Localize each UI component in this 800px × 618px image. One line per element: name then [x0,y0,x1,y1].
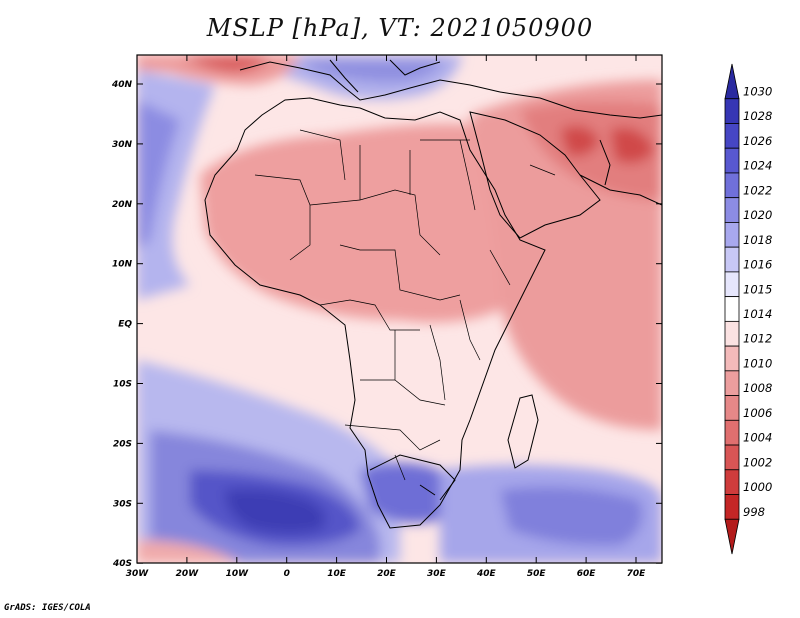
colorbar-label: 1020 [743,208,772,222]
colorbar-swatch [724,197,740,223]
lat-tick-label: 40S [112,559,132,569]
colorbar-swatch [724,444,740,471]
colorbar-swatch [724,320,740,347]
lon-tick-label: 70E [627,569,647,579]
coastlines [204,59,662,529]
colorbar-label: 1022 [743,183,772,197]
longitude-axis: 30W 20W 10W 0 10E 20E 30E 40E 50E 60E 70E [126,55,646,579]
lon-tick-label: 30W [126,569,150,579]
pressure-field [137,55,662,563]
colorbar-label: 1002 [743,455,772,469]
lat-tick-label: 30N [112,140,133,150]
lon-tick-label: 20E [377,569,397,579]
colorbar-swatch [724,345,740,372]
colorbar-label: 1018 [743,233,772,247]
colorbar-swatch [724,370,740,396]
colorbar-swatch [724,123,740,149]
footer-credit: GrADS: IGES/COLA [4,603,91,613]
colorbar-label: 1006 [743,406,772,420]
colorbar-swatch [724,246,740,273]
map-title: MSLP [hPa], VT: 2021050900 [206,14,594,42]
colorbar-label: 1004 [743,431,772,445]
colorbar-label: 998 [743,505,765,519]
colorbar-swatch [724,494,740,520]
lat-tick-label: 40N [111,80,133,90]
colorbar-label: 1014 [743,307,772,321]
colorbar-swatch [724,395,740,421]
colorbar-arrow-top [724,63,740,100]
colorbar-arrow-bottom [724,518,740,555]
country-borders [254,129,556,481]
lon-tick-label: 10W [226,569,250,579]
lon-tick-label: 0 [284,569,290,579]
colorbar-label: 1000 [743,480,772,494]
colorbar-label: 1026 [743,134,772,148]
lat-tick-label: 20N [112,200,133,210]
colorbar-label: 1016 [743,258,772,272]
colorbar-swatch [724,271,740,298]
latitude-axis: 40N 30N 20N 10N EQ 10S 20S 30S 40S [111,80,662,569]
colorbar-label: 1012 [743,332,772,346]
lon-tick-label: 40E [476,569,497,579]
colorbar-label: 1030 [743,84,772,98]
colorbar-label: 1024 [743,159,772,173]
lon-tick-label: 50E [527,569,547,579]
colorbar-label: 1028 [743,109,772,123]
lat-tick-label: 30S [113,499,132,509]
lon-tick-label: 10E [327,569,347,579]
lat-tick-label: 10S [113,380,132,390]
colorbar-swatch [724,296,740,322]
map-frame [136,54,663,564]
lon-tick-label: 20W [176,569,200,579]
colorbar-label: 1015 [743,282,772,296]
colorbar-swatch [724,172,740,199]
colorbar-swatch [724,147,740,174]
colorbar-swatch [724,419,740,446]
lat-tick-label: EQ [118,320,132,330]
colorbar-swatch [724,469,740,495]
colorbar-swatch [724,222,740,248]
colorbar-swatch [724,98,740,124]
colorbar-label: 1010 [743,356,772,370]
lat-tick-label: 10N [112,260,133,270]
lat-tick-label: 20S [113,439,132,449]
colorbar: 1030 1028 1026 1024 1022 1020 1018 1016 1015 1014… [724,63,772,555]
lon-tick-label: 30E [427,569,447,579]
colorbar-label: 1008 [743,381,772,395]
lon-tick-label: 60E [577,569,597,579]
